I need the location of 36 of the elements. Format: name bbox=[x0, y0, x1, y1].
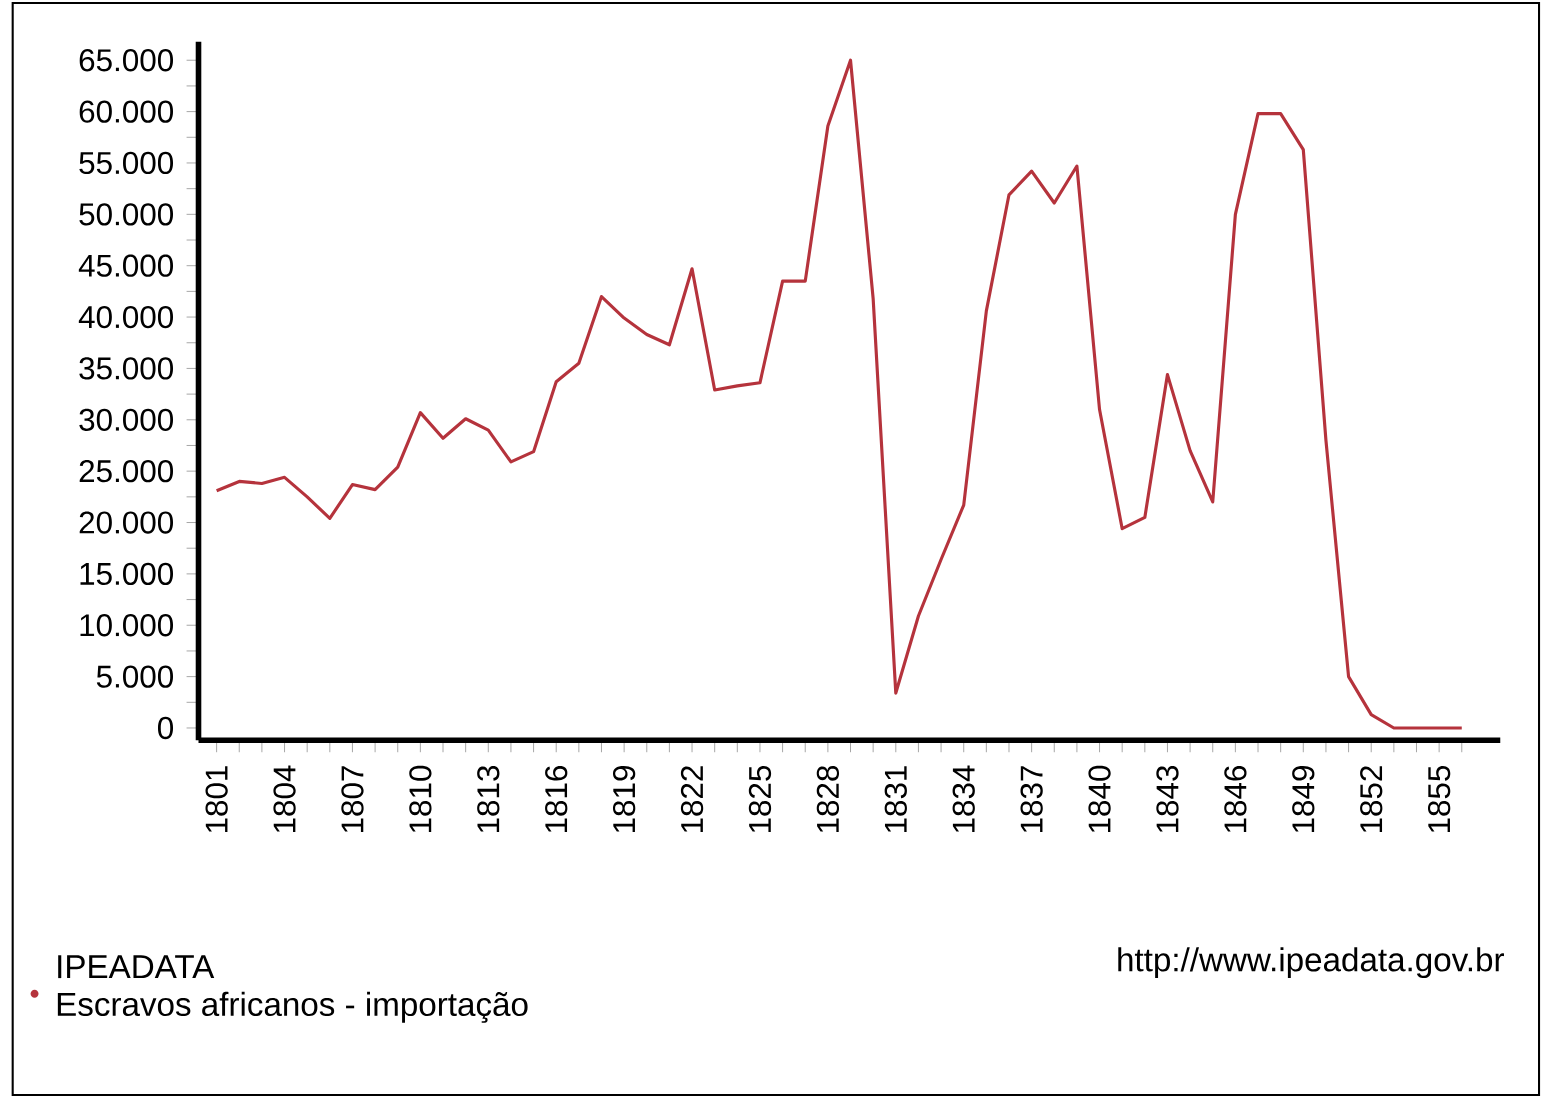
legend-label: Escravos africanos - importação bbox=[57, 991, 528, 1023]
legend-title: IPEADATA bbox=[58, 955, 215, 979]
x-tick-label: 1831 bbox=[884, 766, 907, 833]
x-tick-label: 1840 bbox=[1088, 765, 1111, 833]
x-tick-label: 1804 bbox=[273, 765, 296, 833]
y-tick-label: 65.000 bbox=[79, 49, 174, 72]
y-tick-label: 55.000 bbox=[79, 151, 174, 175]
y-tick-label: 20.000 bbox=[79, 511, 174, 534]
x-tick-label: 1846 bbox=[1224, 765, 1247, 833]
x-tick-label: 1810 bbox=[409, 765, 432, 833]
y-tick-label: 15.000 bbox=[80, 562, 174, 586]
x-tick-label: 1807 bbox=[341, 766, 364, 833]
x-tick-label: 1825 bbox=[748, 765, 772, 833]
x-tick-label: 1816 bbox=[545, 765, 568, 833]
y-tick-label: 40.000 bbox=[78, 305, 174, 329]
x-tick-label: 1822 bbox=[680, 766, 704, 833]
y-tick-label: 60.000 bbox=[79, 100, 174, 123]
text: http://www.ipeadata.gov.br bbox=[1118, 947, 1504, 979]
x-tick-label: 1843 bbox=[1156, 765, 1179, 833]
y-tick-label: 10.000 bbox=[80, 614, 174, 637]
x-tick-label: 1828 bbox=[816, 765, 840, 833]
y-tick-label: 35.000 bbox=[79, 357, 174, 380]
y-tick-label: 50.000 bbox=[79, 203, 174, 226]
x-tick-label: 1855 bbox=[1427, 765, 1451, 833]
x-tick-label: 1819 bbox=[612, 766, 636, 833]
y-tick-label: 30.000 bbox=[79, 408, 174, 431]
y-tick-label: 25.000 bbox=[79, 460, 174, 483]
x-tick-label: 1852 bbox=[1360, 766, 1383, 833]
y-tick-label: 45.000 bbox=[78, 254, 174, 277]
x-tick-label: 1834 bbox=[952, 765, 975, 833]
y-tick-label: 0 bbox=[157, 716, 174, 740]
x-tick-label: 1849 bbox=[1292, 766, 1315, 833]
x-tick-label: 1837 bbox=[1020, 766, 1043, 833]
x-tick-label: 1801 bbox=[205, 766, 228, 833]
y-tick-label: 5.000 bbox=[96, 665, 174, 688]
x-tick-label: 1813 bbox=[477, 765, 500, 833]
